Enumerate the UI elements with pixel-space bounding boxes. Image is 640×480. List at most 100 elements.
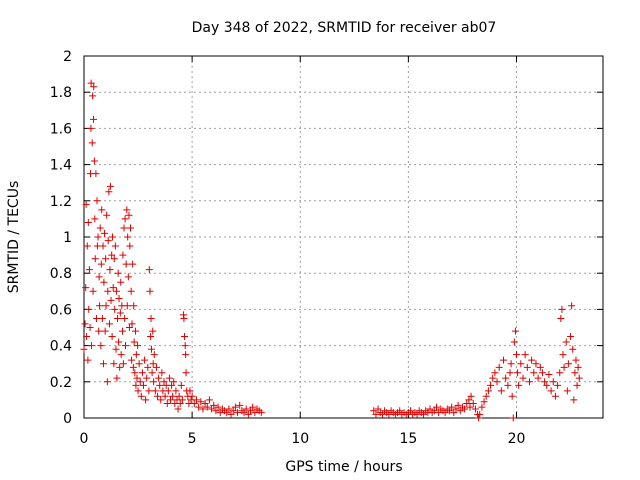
data-point (509, 414, 517, 422)
data-point (487, 381, 495, 389)
data-point (125, 324, 133, 331)
data-point (182, 369, 190, 377)
data-point (251, 409, 259, 417)
data-point (205, 396, 213, 404)
data-point (469, 400, 477, 408)
data-point (86, 324, 94, 331)
data-point (169, 392, 177, 400)
data-point (234, 409, 242, 417)
data-point (476, 410, 484, 418)
data-point (242, 405, 250, 413)
x-tick-label: 5 (188, 431, 197, 447)
data-point (513, 351, 520, 359)
data-point (98, 314, 106, 322)
data-point (127, 287, 135, 295)
data-point (560, 363, 568, 371)
data-point (519, 374, 527, 382)
data-point (435, 409, 443, 417)
data-point (178, 396, 186, 404)
data-point (97, 342, 105, 350)
data-point (93, 197, 101, 205)
data-point (106, 266, 114, 274)
data-point (515, 381, 523, 389)
data-point (168, 381, 176, 389)
data-point (172, 387, 180, 395)
data-point (413, 410, 421, 418)
y-tick-label: 0.8 (50, 266, 72, 282)
data-point (120, 224, 128, 232)
data-point (448, 403, 456, 411)
data-point (174, 405, 182, 413)
data-point (480, 398, 488, 406)
data-point (112, 287, 120, 295)
data-point (126, 242, 134, 250)
data-point (107, 296, 115, 304)
data-point (571, 369, 579, 377)
data-point (90, 157, 98, 165)
data-point (575, 374, 583, 382)
data-point (109, 284, 117, 292)
data-point (212, 407, 220, 415)
data-point (554, 381, 562, 389)
data-point (541, 378, 549, 386)
data-point (181, 342, 189, 350)
data-point (98, 206, 106, 214)
data-point (372, 410, 380, 418)
data-point (147, 314, 155, 322)
data-point (176, 400, 184, 408)
data-point (104, 287, 112, 295)
data-point (420, 410, 428, 418)
data-point (521, 351, 529, 359)
data-point (150, 351, 158, 359)
data-point (83, 333, 91, 341)
data-point (137, 392, 145, 400)
data-point (231, 403, 239, 411)
data-point (106, 320, 114, 328)
data-point (564, 360, 572, 368)
data-point (85, 266, 93, 274)
data-point (118, 327, 126, 335)
data-point (114, 269, 122, 277)
data-point (385, 410, 393, 418)
data-point (103, 211, 111, 219)
data-point (148, 369, 156, 377)
data-point (430, 407, 438, 415)
data-point (549, 378, 557, 386)
data-point (116, 309, 124, 317)
data-point (557, 314, 565, 322)
data-point (456, 407, 464, 415)
data-point (122, 342, 130, 350)
data-point (374, 405, 382, 413)
data-point (152, 363, 160, 371)
data-point (190, 400, 198, 408)
x-axis: 0 5 10 15 20 (80, 56, 525, 447)
data-point (441, 409, 449, 417)
data-point (119, 360, 127, 368)
data-point (201, 400, 209, 408)
data-point (471, 405, 479, 413)
data-point (128, 356, 136, 364)
data-point (216, 409, 224, 417)
data-point (538, 369, 546, 377)
data-point (536, 363, 544, 371)
data-point (112, 345, 120, 353)
data-point (82, 200, 90, 208)
data-point (208, 405, 216, 413)
data-point (165, 374, 173, 382)
data-point (195, 403, 203, 411)
data-point (85, 305, 93, 313)
data-series-srmtid (80, 79, 583, 422)
data-point (151, 387, 159, 395)
data-point (156, 381, 164, 389)
y-tick-label: 1 (63, 230, 72, 246)
data-point (157, 396, 165, 404)
data-point (105, 188, 113, 196)
data-point (89, 92, 97, 100)
data-point (109, 233, 117, 241)
data-point (96, 302, 104, 310)
data-point (84, 219, 92, 227)
data-point (90, 115, 98, 123)
data-point (450, 409, 458, 417)
data-point (493, 378, 501, 386)
data-point (210, 401, 218, 409)
